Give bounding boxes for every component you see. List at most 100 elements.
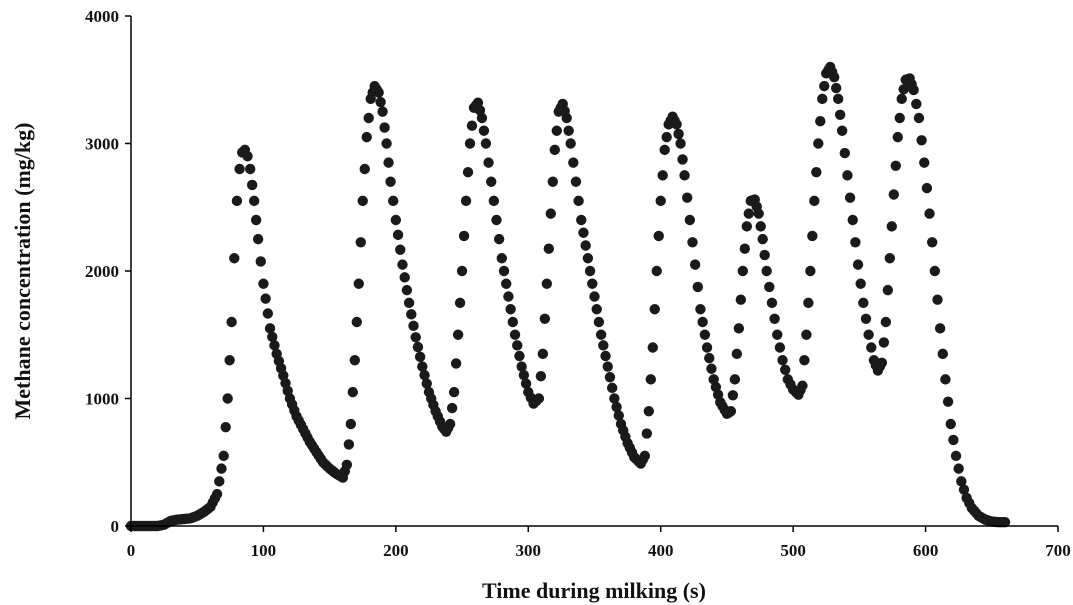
data-point [894, 112, 905, 124]
data-point [480, 138, 492, 149]
data-point [593, 316, 605, 328]
data-point [689, 259, 701, 270]
x-tick-label: 0 [127, 541, 136, 560]
data-point [697, 316, 708, 328]
data-point [882, 284, 894, 296]
data-point [924, 208, 935, 219]
data-point [855, 278, 866, 289]
data-point [774, 342, 786, 353]
data-point [543, 243, 555, 254]
data-point [673, 128, 684, 140]
data-point [643, 406, 654, 417]
data-point [584, 265, 596, 277]
data-point [671, 119, 682, 130]
data-point [661, 131, 672, 143]
data-point [229, 253, 240, 264]
y-tick-label: 3000 [85, 135, 119, 154]
data-point [913, 112, 925, 124]
data-point [582, 253, 594, 264]
data-point [769, 313, 780, 325]
data-point [731, 348, 743, 360]
data-point [830, 82, 842, 94]
data-point [345, 418, 357, 430]
data-point [699, 329, 711, 340]
data-point [226, 316, 237, 328]
data-point [609, 393, 620, 404]
data-point [898, 84, 909, 95]
data-point [408, 320, 419, 332]
data-point [381, 138, 392, 149]
data-point [509, 329, 521, 340]
data-point [725, 406, 737, 417]
data-point [414, 351, 426, 363]
data-point [450, 358, 462, 369]
data-point [412, 341, 424, 353]
data-point [373, 87, 384, 98]
data-point [839, 147, 850, 159]
data-point [834, 109, 846, 121]
data-point [452, 329, 464, 340]
data-point [390, 214, 402, 226]
data-point [220, 421, 231, 433]
data-point [799, 355, 810, 366]
data-point [361, 131, 372, 143]
data-point [570, 176, 582, 187]
data-point [919, 157, 930, 168]
data-point [589, 291, 600, 302]
data-point [417, 361, 428, 372]
data-point [999, 516, 1011, 528]
data-point [926, 237, 938, 248]
data-point [916, 135, 927, 146]
data-point [395, 244, 406, 255]
y-tick-label: 0 [111, 517, 120, 536]
data-point [379, 122, 390, 133]
data-point [244, 163, 256, 175]
data-point [817, 93, 828, 105]
data-point [483, 157, 494, 168]
data-points-layer [125, 61, 1011, 532]
data-point [805, 265, 816, 277]
data-point [815, 115, 826, 127]
data-point [858, 297, 869, 309]
data-point [549, 144, 560, 156]
data-point [807, 230, 818, 242]
data-point [454, 297, 466, 309]
data-point [267, 331, 278, 343]
data-point [701, 342, 713, 353]
data-point [704, 352, 715, 364]
data-point [541, 278, 553, 289]
data-point [884, 253, 896, 264]
data-point [359, 163, 370, 175]
data-point [602, 361, 613, 372]
data-point [886, 221, 897, 232]
data-point [246, 179, 258, 191]
data-point [863, 329, 874, 340]
x-tick-label: 200 [383, 541, 409, 560]
data-point [753, 208, 764, 219]
data-point [811, 166, 822, 178]
data-point [604, 372, 616, 383]
data-point [563, 125, 574, 136]
data-point [613, 410, 624, 421]
data-point [866, 342, 877, 353]
data-point [505, 304, 516, 315]
data-point [755, 221, 766, 232]
data-point [460, 195, 472, 207]
x-tick-label: 700 [1045, 541, 1071, 560]
data-point [399, 272, 410, 283]
data-point [218, 450, 229, 462]
data-point [375, 96, 386, 108]
data-point [343, 439, 355, 450]
data-point [780, 364, 791, 376]
data-point [679, 170, 690, 181]
data-point [591, 304, 602, 315]
data-point [476, 112, 488, 124]
data-point [675, 138, 686, 149]
data-point [466, 120, 478, 131]
data-point [444, 418, 456, 430]
data-point [819, 80, 830, 92]
data-point [932, 294, 943, 305]
data-point [573, 195, 584, 207]
data-point [250, 214, 262, 226]
